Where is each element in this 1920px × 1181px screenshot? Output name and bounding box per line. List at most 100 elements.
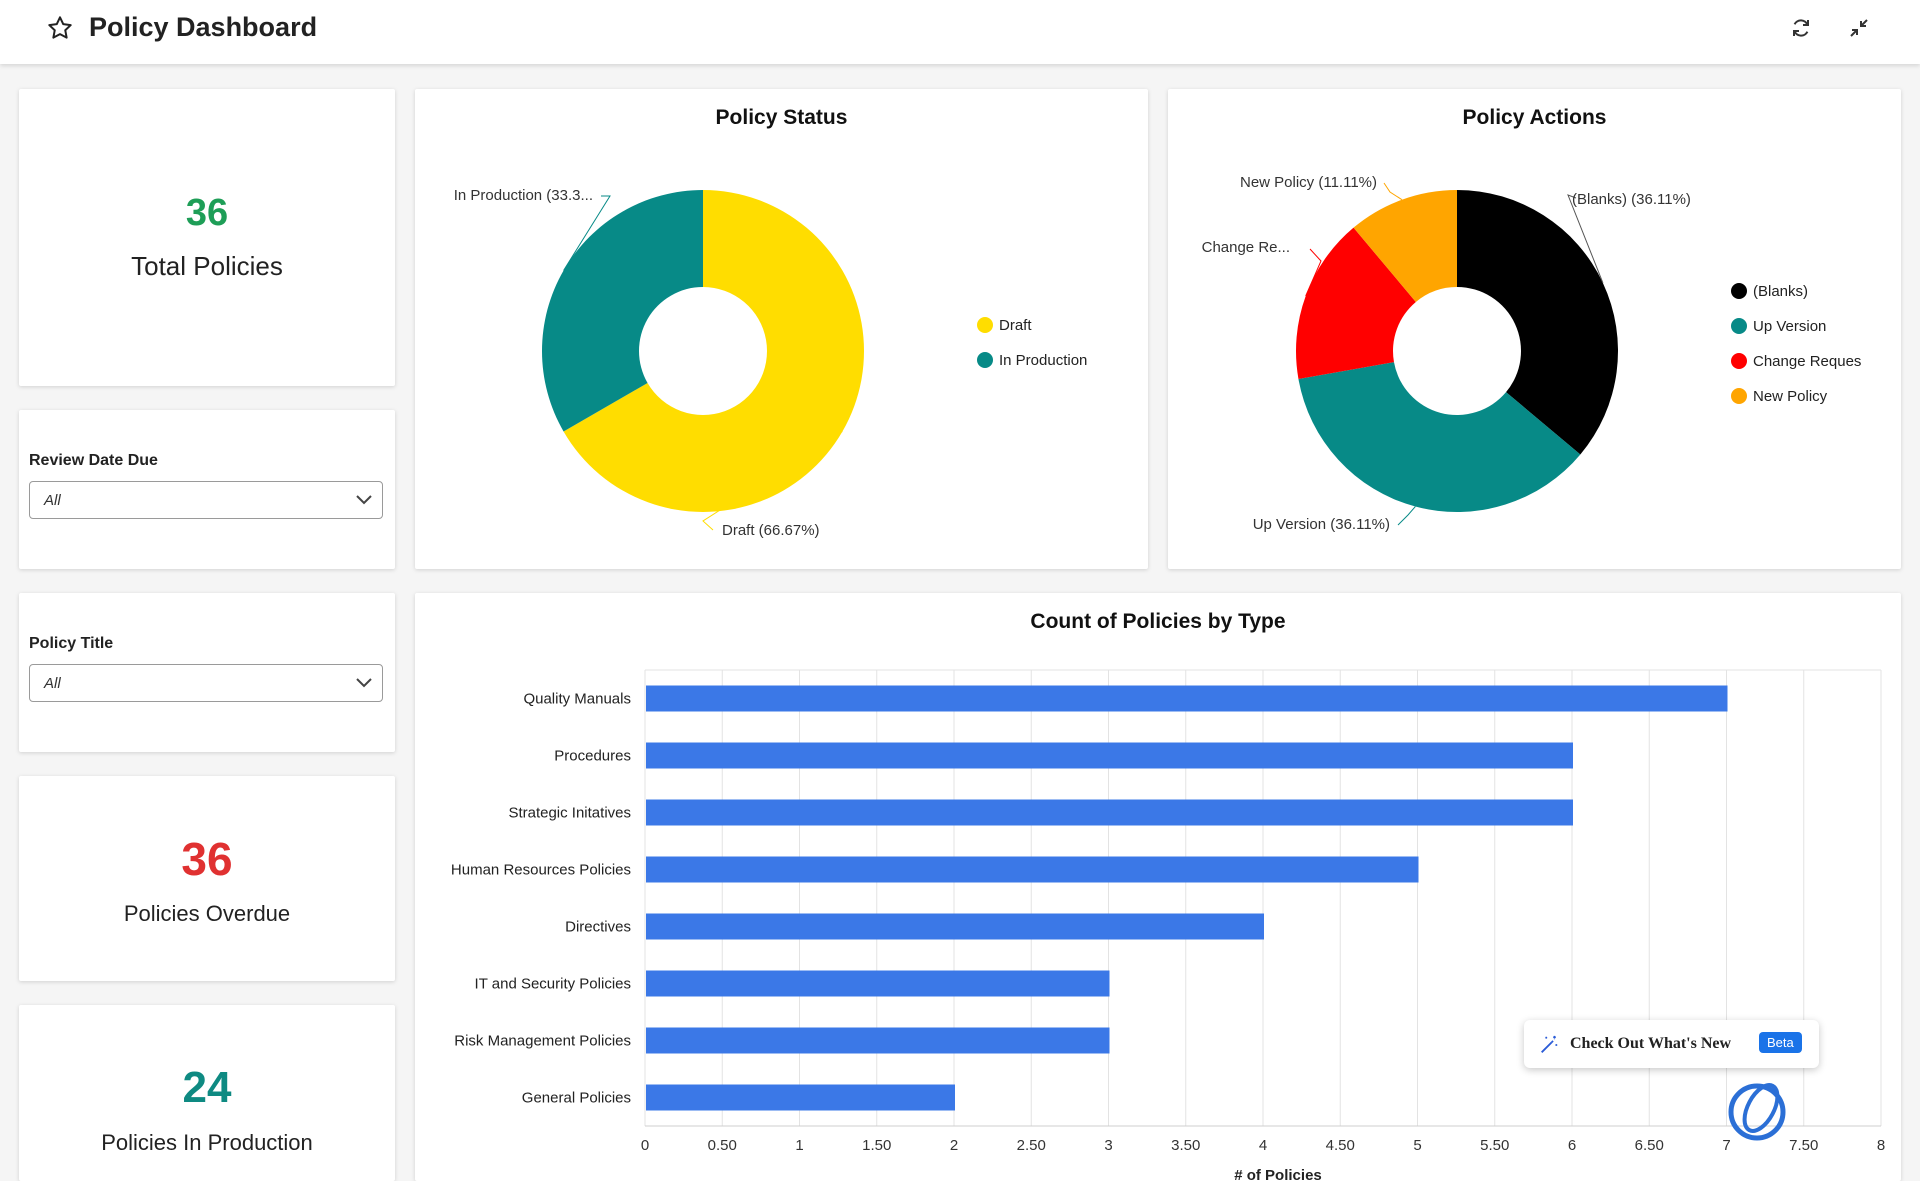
legend-swatch — [1731, 353, 1747, 369]
slice--blanks-[interactable] — [1457, 190, 1618, 455]
slice-up-version[interactable] — [1298, 362, 1581, 512]
leader-line — [563, 195, 611, 271]
leader-line — [1567, 194, 1604, 284]
policies-production-label: Policies In Production — [101, 1130, 313, 1155]
legend-item[interactable]: New Policy — [1753, 388, 1828, 405]
slice-label: Change Re... — [1202, 239, 1290, 256]
slice-in-production[interactable] — [541, 190, 703, 432]
assistant-logo-icon[interactable] — [1723, 1076, 1793, 1146]
legend-swatch — [977, 352, 993, 368]
x-tick-label: 7.50 — [1789, 1137, 1818, 1154]
policy-actions-title: Policy Actions — [1462, 106, 1607, 129]
legend-item[interactable]: In Production — [999, 352, 1087, 369]
bar[interactable] — [646, 742, 1573, 769]
x-tick-label: 5 — [1413, 1137, 1421, 1154]
policy-status-chart: Draft (66.67%) In Production (33.3... Draf… — [454, 187, 1088, 539]
total-policies-label: Total Policies — [131, 251, 283, 281]
y-tick-label: Procedures — [554, 748, 631, 765]
policy-title-filter-card: Policy Title All — [19, 593, 395, 752]
policy-actions-card: Policy Actions (Blanks) (36.11%) Up Versi… — [1168, 89, 1901, 569]
slice-label: New Policy (11.11%) — [1240, 174, 1377, 191]
legend-item[interactable]: Draft — [999, 317, 1032, 334]
total-policies-card: 36 Total Policies — [19, 89, 395, 386]
policy-type-title: Count of Policies by Type — [1030, 610, 1286, 633]
x-tick-label: 4 — [1259, 1137, 1267, 1154]
slice-label: Up Version (36.11%) — [1253, 516, 1390, 533]
bar[interactable] — [646, 799, 1573, 826]
star-icon[interactable] — [46, 14, 74, 42]
y-tick-label: Human Resources Policies — [451, 862, 631, 879]
x-tick-label: 1.50 — [862, 1137, 891, 1154]
x-tick-label: 0.50 — [708, 1137, 737, 1154]
x-tick-label: 8 — [1877, 1137, 1885, 1154]
x-axis-label: # of Policies — [1234, 1167, 1322, 1181]
bar[interactable] — [646, 1027, 1110, 1054]
magic-wand-icon — [1541, 1035, 1558, 1053]
policy-status-card: Policy Status Draft (66.67%) In Productio… — [415, 89, 1148, 569]
review-date-filter-card: Review Date Due All — [19, 410, 395, 569]
review-date-label: Review Date Due — [29, 452, 158, 469]
slice-label: In Production (33.3... — [454, 187, 593, 204]
collapse-icon[interactable] — [1847, 16, 1871, 40]
y-tick-label: Strategic Initatives — [508, 805, 631, 822]
leader-line — [1397, 506, 1416, 526]
x-tick-label: 3.50 — [1171, 1137, 1200, 1154]
bar[interactable] — [646, 685, 1728, 712]
y-tick-label: General Policies — [522, 1090, 631, 1107]
legend-swatch — [1731, 283, 1747, 299]
policy-actions-chart: (Blanks) (36.11%) Up Version (36.11%) Chan… — [1202, 174, 1862, 533]
x-tick-label: 6.50 — [1635, 1137, 1664, 1154]
whats-new-popup[interactable]: Check Out What's New Beta — [1524, 1020, 1819, 1068]
whats-new-text: Check Out What's New — [1570, 1035, 1732, 1052]
bar[interactable] — [646, 913, 1264, 940]
slice-label: Draft (66.67%) — [722, 522, 820, 539]
y-tick-label: Risk Management Policies — [454, 1033, 631, 1050]
policy-type-chart: 0 0.50 1 1.50 2 2.50 3 3.50 4 4.50 5 5.50 6 6.50 7 7.50… — [451, 669, 1885, 1181]
bar[interactable] — [646, 856, 1419, 883]
policy-type-card: Count of Policies by Type 0 0.50 1 1.50 2 2.5… — [415, 593, 1901, 1181]
y-tick-label: Directives — [565, 919, 631, 936]
review-date-value: All — [44, 492, 61, 509]
page-title: Policy Dashboard — [89, 12, 318, 42]
policies-production-value: 24 — [182, 1063, 232, 1112]
leader-line — [1305, 248, 1322, 297]
policies-overdue-card: 36 Policies Overdue — [19, 776, 395, 981]
policies-overdue-value: 36 — [181, 833, 233, 885]
policy-title-value: All — [44, 675, 61, 692]
x-tick-label: 5.50 — [1480, 1137, 1509, 1154]
bar[interactable] — [646, 970, 1110, 997]
chevron-down-icon — [356, 678, 372, 688]
slice-draft[interactable] — [563, 190, 864, 512]
policies-overdue-label: Policies Overdue — [123, 901, 291, 926]
y-tick-label: IT and Security Policies — [475, 976, 631, 993]
policy-title-label: Policy Title — [29, 635, 114, 652]
x-tick-label: 2 — [950, 1137, 958, 1154]
x-tick-label: 3 — [1104, 1137, 1112, 1154]
x-tick-label: 0 — [641, 1137, 649, 1154]
slice-new-policy[interactable] — [1353, 190, 1457, 302]
legend-item[interactable]: Change Reques — [1753, 353, 1861, 370]
refresh-icon[interactable] — [1789, 16, 1813, 40]
total-policies-value: 36 — [185, 192, 229, 234]
x-tick-label: 7 — [1722, 1137, 1730, 1154]
legend-swatch — [1731, 318, 1747, 334]
legend-swatch — [977, 317, 993, 333]
x-tick-label: 6 — [1568, 1137, 1576, 1154]
x-tick-label: 2.50 — [1017, 1137, 1046, 1154]
x-tick-label: 4.50 — [1326, 1137, 1355, 1154]
policy-status-title: Policy Status — [715, 106, 848, 129]
review-date-select[interactable]: All — [29, 481, 383, 519]
legend-item[interactable]: (Blanks) — [1753, 283, 1808, 300]
chevron-down-icon — [356, 495, 372, 505]
x-tick-label: 1 — [795, 1137, 803, 1154]
legend-item[interactable]: Up Version — [1753, 318, 1826, 335]
leader-line — [1383, 182, 1403, 201]
leader-line — [702, 431, 843, 531]
bar[interactable] — [646, 1084, 955, 1111]
legend-swatch — [1731, 388, 1747, 404]
slice-label: (Blanks) (36.11%) — [1572, 191, 1691, 208]
dashboard-header: Policy Dashboard — [0, 0, 1920, 64]
policy-title-select[interactable]: All — [29, 664, 383, 702]
slice-change-request[interactable] — [1296, 227, 1416, 379]
y-tick-label: Quality Manuals — [523, 691, 631, 708]
